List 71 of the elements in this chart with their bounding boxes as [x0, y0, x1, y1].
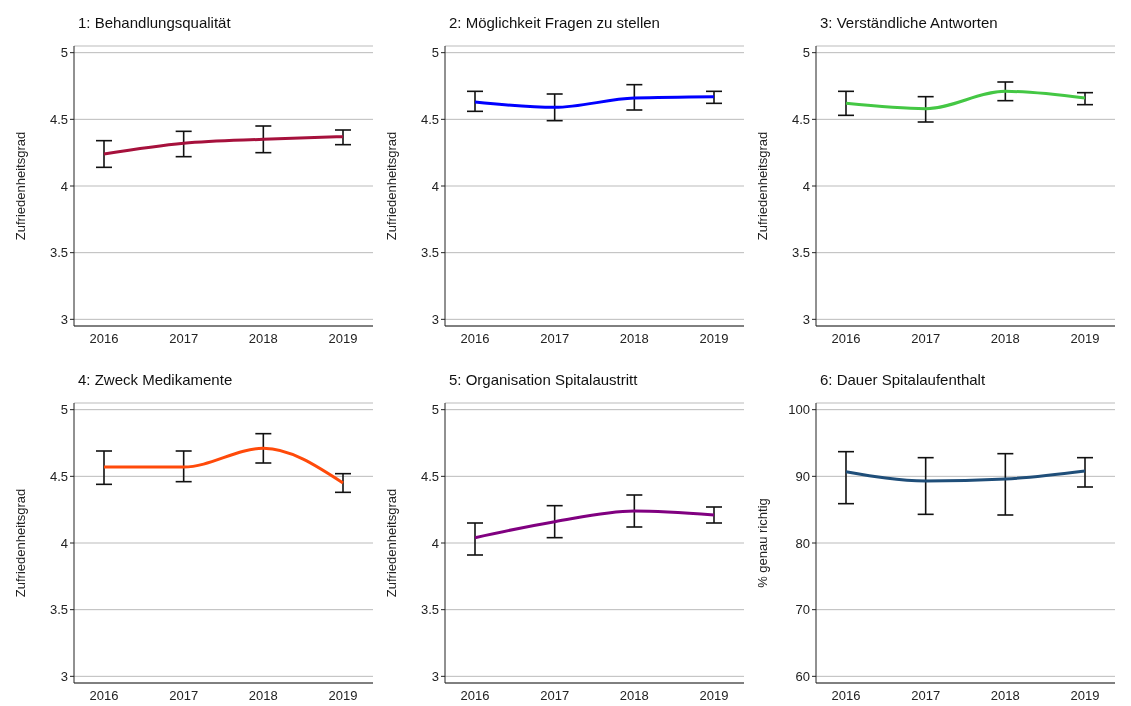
x-tick-label: 2019 [699, 331, 729, 347]
chart-title: 1: Behandlungsqualität [77, 13, 232, 33]
x-tick-label: 2018 [248, 688, 278, 704]
x-tick-label: 2017 [169, 331, 199, 347]
y-tick-label: 5 [60, 45, 68, 61]
y-tick-label: 4 [60, 535, 68, 551]
x-tick-label: 2017 [540, 331, 570, 347]
y-axis-title: Zufriedenheitsgrad [383, 131, 399, 241]
line-series [844, 469, 1087, 483]
x-tick-label: 2019 [328, 688, 358, 704]
x-tick-label: 2016 [89, 331, 119, 347]
y-tick-label: 3.5 [49, 245, 68, 261]
x-tick-label: 2017 [169, 688, 199, 704]
y-tick-label: 5 [802, 45, 810, 61]
y-tick-label: 3.5 [420, 602, 439, 618]
x-tick-label: 2016 [460, 331, 490, 347]
line-series [844, 89, 1087, 111]
x-tick-label: 2017 [540, 688, 570, 704]
y-tick-label: 5 [431, 402, 439, 418]
y-axis-title: Zufriedenheitsgrad [754, 131, 770, 241]
y-axis-title: Zufriedenheitsgrad [383, 488, 399, 598]
x-tick-label: 2017 [911, 331, 941, 347]
line-series [473, 509, 716, 540]
chart-title: 6: Dauer Spitalaufenthalt [819, 370, 987, 390]
x-tick-label: 2016 [831, 331, 861, 347]
y-tick-label: 4.5 [791, 111, 810, 127]
x-tick-label: 2017 [911, 688, 941, 704]
x-tick-label: 2018 [990, 331, 1020, 347]
y-tick-label: 70 [795, 602, 810, 618]
y-tick-label: 4.5 [49, 468, 68, 484]
y-tick-label: 3.5 [420, 245, 439, 261]
y-tick-label: 5 [431, 45, 439, 61]
chart-title: 5: Organisation Spitalaustritt [448, 370, 639, 390]
x-tick-label: 2019 [1070, 688, 1100, 704]
y-tick-label: 100 [788, 402, 810, 418]
y-tick-label: 60 [795, 668, 810, 684]
y-tick-label: 5 [60, 402, 68, 418]
x-tick-label: 2019 [328, 331, 358, 347]
x-tick-label: 2018 [990, 688, 1020, 704]
x-tick-label: 2016 [460, 688, 490, 704]
y-axis-title: Zufriedenheitsgrad [12, 488, 28, 598]
y-tick-label: 3 [431, 311, 439, 327]
chart-title: 2: Möglichkeit Fragen zu stellen [448, 13, 661, 33]
y-tick-label: 4 [431, 178, 439, 194]
y-tick-label: 3.5 [791, 245, 810, 261]
y-tick-label: 3 [60, 668, 68, 684]
x-tick-label: 2016 [89, 688, 119, 704]
y-tick-label: 4 [802, 178, 810, 194]
line-series [473, 95, 716, 109]
x-tick-label: 2018 [619, 688, 649, 704]
chart-title: 4: Zweck Medikamente [77, 370, 234, 390]
y-tick-label: 4.5 [420, 468, 439, 484]
y-tick-label: 4 [60, 178, 68, 194]
chart-title: 3: Verständliche Antworten [819, 13, 999, 33]
x-tick-label: 2019 [699, 688, 729, 704]
line-series [102, 135, 345, 156]
y-axis-title: Zufriedenheitsgrad [12, 131, 28, 241]
y-tick-label: 4 [431, 535, 439, 551]
y-axis-title: % genau richtig [754, 498, 770, 588]
y-tick-label: 4.5 [49, 111, 68, 127]
x-tick-label: 2019 [1070, 331, 1100, 347]
y-tick-label: 3 [60, 311, 68, 327]
y-tick-label: 90 [795, 468, 810, 484]
y-tick-label: 3.5 [49, 602, 68, 618]
y-tick-label: 3 [431, 668, 439, 684]
x-tick-label: 2018 [248, 331, 278, 347]
y-tick-label: 4.5 [420, 111, 439, 127]
y-tick-label: 3 [802, 311, 810, 327]
y-tick-label: 80 [795, 535, 810, 551]
x-tick-label: 2016 [831, 688, 861, 704]
x-tick-label: 2018 [619, 331, 649, 347]
